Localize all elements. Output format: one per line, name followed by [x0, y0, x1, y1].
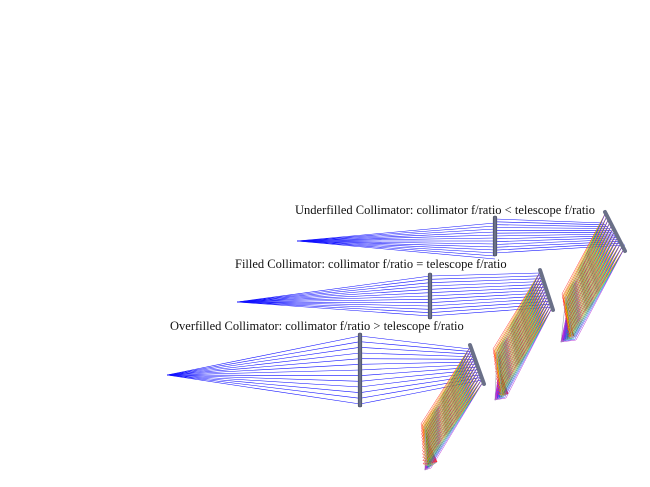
collimator-lens: [357, 332, 363, 408]
input-ray: [296, 240, 496, 254]
collimated-ray: [429, 281, 544, 287]
input-ray: [166, 335, 361, 376]
overfilled-collimator-panel: [166, 332, 486, 471]
input-ray: [166, 341, 361, 376]
filled-collimator-panel: [236, 268, 555, 401]
diffraction-grating: [538, 268, 555, 312]
input-ray: [166, 347, 361, 376]
collimated-ray: [429, 278, 543, 283]
filled-caption: Filled Collimator: collimator f/ratio = …: [235, 257, 507, 271]
collimated-ray: [359, 364, 477, 371]
dispersed-ray: [428, 381, 484, 468]
collimated-ray: [494, 224, 608, 227]
collimated-ray: [359, 341, 472, 352]
input-ray: [236, 285, 431, 303]
input-ray: [296, 225, 496, 242]
dispersed-ray: [568, 245, 623, 338]
input-ray: [296, 240, 496, 251]
input-ray: [296, 228, 496, 242]
input-ray: [166, 358, 361, 376]
dispersed-ray: [498, 307, 553, 396]
input-ray: [166, 369, 361, 376]
dispersed-ray: [494, 307, 553, 401]
collimator-lens: [492, 215, 498, 257]
collimated-ray: [429, 275, 542, 280]
input-ray: [166, 374, 361, 399]
dispersed-ray: [497, 307, 553, 400]
input-ray: [236, 289, 431, 303]
input-ray: [236, 301, 431, 313]
collimated-ray: [429, 272, 541, 277]
collimated-ray: [359, 347, 473, 355]
diffraction-grating: [468, 343, 486, 386]
dispersed-ray: [422, 378, 483, 463]
collimated-ray: [359, 352, 474, 358]
input-ray: [236, 301, 431, 310]
dispersed-ray: [565, 245, 623, 341]
dispersed-ray: [499, 304, 552, 397]
collimated-ray: [359, 361, 476, 365]
dispersed-ray: [563, 248, 625, 342]
input-ray: [166, 364, 361, 376]
collimated-ray: [494, 231, 613, 234]
input-ray: [296, 240, 496, 257]
input-ray: [236, 292, 431, 303]
overfilled-caption: Overfilled Collimator: collimator f/rati…: [170, 319, 464, 333]
input-ray: [296, 231, 496, 242]
input-ray: [236, 301, 431, 317]
collimated-ray: [494, 218, 605, 224]
dispersed-ray: [565, 248, 625, 341]
collimated-ray: [429, 284, 545, 290]
input-ray: [296, 234, 496, 242]
underfilled-collimator-panel: [296, 210, 627, 343]
input-ray: [166, 374, 361, 405]
diffraction-grating: [603, 210, 627, 253]
input-ray: [236, 279, 431, 303]
underfilled-caption: Underfilled Collimator: collimator f/rat…: [295, 203, 595, 217]
input-ray: [236, 295, 431, 303]
input-ray: [236, 301, 431, 307]
dispersed-ray: [423, 381, 484, 465]
collimated-ray: [429, 286, 546, 293]
collimated-ray: [494, 227, 610, 229]
input-ray: [296, 237, 496, 242]
collimated-ray: [359, 335, 471, 350]
dispersed-ray: [424, 381, 484, 471]
collimated-ray: [494, 221, 606, 226]
input-ray: [166, 374, 361, 393]
camera-outline: [424, 425, 438, 471]
input-ray: [236, 282, 431, 303]
input-ray: [166, 352, 361, 376]
dispersed-ray: [560, 248, 625, 343]
input-ray: [236, 301, 431, 303]
input-ray: [166, 374, 361, 388]
camera-outline: [494, 350, 509, 401]
input-ray: [296, 240, 496, 248]
input-ray: [166, 374, 361, 376]
input-ray: [296, 240, 496, 260]
input-ray: [166, 374, 361, 382]
input-ray: [236, 275, 431, 303]
camera-outline: [560, 295, 575, 343]
collimator-lens: [427, 272, 433, 320]
collimated-ray: [429, 289, 547, 297]
input-ray: [296, 240, 496, 245]
collimated-ray: [359, 358, 475, 360]
input-ray: [296, 222, 496, 242]
input-ray: [236, 299, 431, 303]
